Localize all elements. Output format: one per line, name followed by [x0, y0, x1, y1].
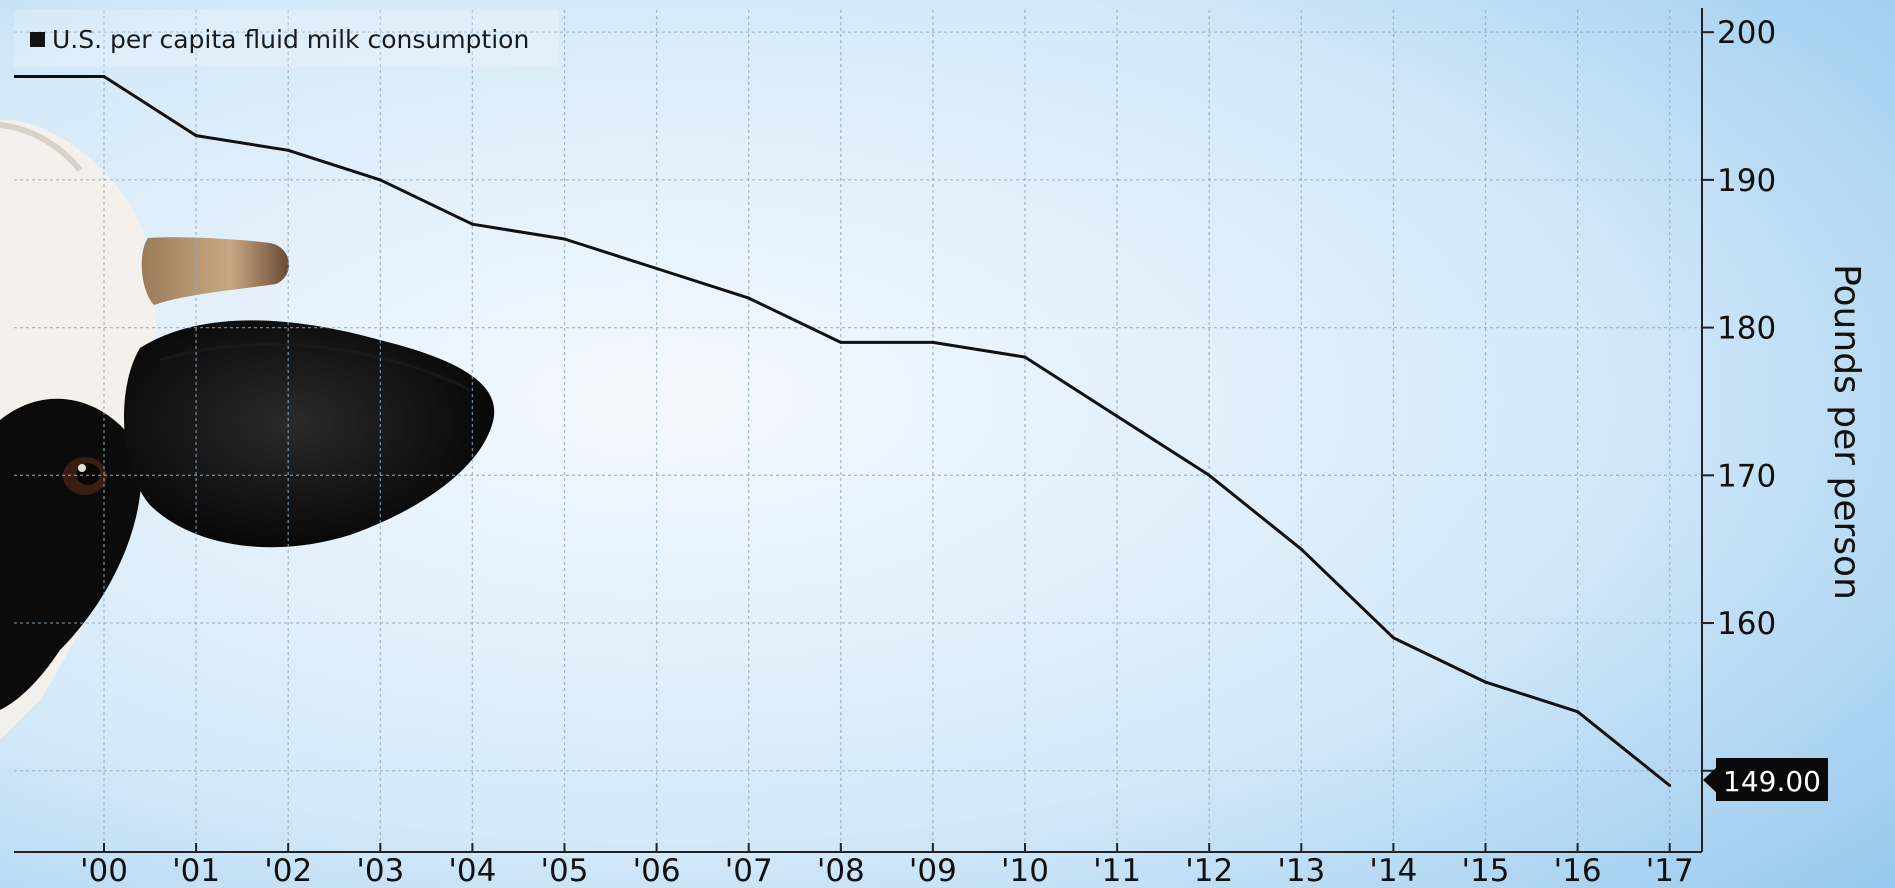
x-tick-label: '17 [1646, 853, 1694, 888]
y-tick-label: 180 [1717, 311, 1776, 347]
y-tick-label: 190 [1717, 163, 1776, 199]
data-point [1668, 784, 1672, 787]
x-tick-label: '05 [541, 853, 589, 888]
data-point [102, 75, 106, 78]
x-tick-label: '11 [1093, 853, 1141, 888]
legend: U.S. per capita fluid milk consumption [14, 10, 559, 67]
legend-swatch [30, 32, 45, 47]
x-tick-label: '02 [264, 853, 312, 888]
last-value-box [1716, 758, 1828, 801]
series-layer [14, 75, 1672, 787]
data-point [1299, 547, 1303, 551]
y-tick-label: 200 [1717, 15, 1776, 51]
data-point [1207, 473, 1211, 477]
x-axis: '00 '01 '02 '03 '04 '05 '06 '07 '08 '09 '10 '11 '12 '… [14, 843, 1702, 888]
data-point [286, 148, 290, 152]
x-tick-label: '13 [1277, 853, 1325, 888]
cow-head-peeking-icon [0, 119, 495, 740]
data-point [1023, 355, 1027, 359]
x-tick-label: '10 [1001, 853, 1049, 888]
data-point [1391, 636, 1395, 640]
legend-label: U.S. per capita fluid milk consumption [52, 25, 529, 54]
x-tick-label: '16 [1554, 853, 1602, 888]
data-point [747, 296, 751, 300]
x-tick-label: '04 [448, 853, 496, 888]
x-tick-label: '12 [1185, 853, 1233, 888]
data-point [563, 237, 566, 241]
last-value-pointer [1703, 766, 1718, 794]
data-point [1484, 680, 1487, 684]
y-tick-label: 160 [1717, 606, 1776, 642]
last-value-tag: 149.00 [1703, 758, 1828, 801]
legend-box [14, 10, 559, 67]
data-point [839, 340, 843, 344]
data-point [378, 178, 382, 182]
x-tick-label: '08 [817, 853, 865, 888]
x-tick-label: '15 [1462, 853, 1510, 888]
data-point [1576, 710, 1580, 714]
x-tick-label: '06 [633, 853, 681, 888]
x-tick-label: '03 [356, 853, 404, 888]
data-point [931, 340, 935, 344]
x-tick-label: '07 [725, 853, 773, 888]
data-point [655, 267, 659, 270]
x-tick-label: '14 [1369, 853, 1417, 888]
data-point [470, 222, 474, 226]
data-point [194, 134, 198, 138]
x-tick-label: '00 [80, 853, 128, 888]
grid-lines [14, 10, 1702, 852]
x-tick-label: '09 [909, 853, 957, 888]
data-point [1115, 414, 1119, 418]
y-tick-label: 170 [1717, 458, 1776, 494]
y-axis-title: Pounds per person [1826, 264, 1867, 600]
last-value-label: 149.00 [1723, 765, 1821, 798]
x-tick-label: '01 [172, 853, 220, 888]
